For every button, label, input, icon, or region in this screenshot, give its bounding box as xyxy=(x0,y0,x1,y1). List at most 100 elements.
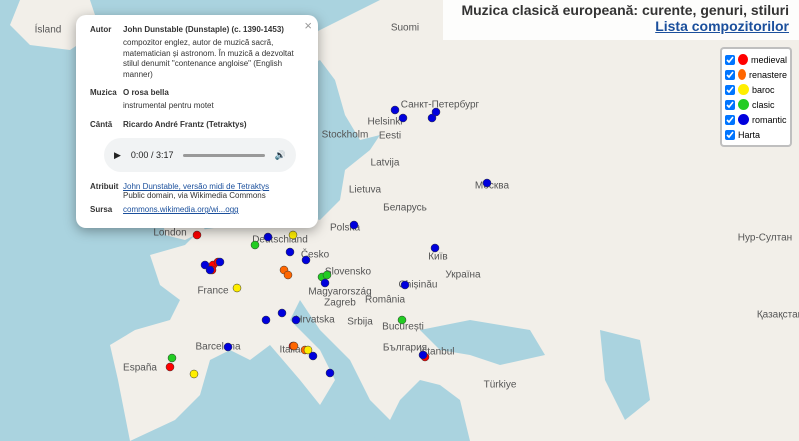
legend-label: medieval xyxy=(750,54,787,65)
place-label: Москва xyxy=(475,181,510,192)
place-label: Deutschland xyxy=(252,235,308,246)
legend-checkbox[interactable] xyxy=(725,54,735,65)
legend-checkbox[interactable] xyxy=(725,69,735,80)
composer-marker[interactable] xyxy=(320,278,330,288)
composer-marker[interactable] xyxy=(167,353,177,363)
composer-marker[interactable] xyxy=(263,232,273,242)
place-label: Latvija xyxy=(371,158,400,169)
composer-marker[interactable] xyxy=(291,315,301,325)
composer-marker[interactable] xyxy=(301,255,311,265)
sea xyxy=(420,320,545,365)
composer-marker[interactable] xyxy=(283,270,293,280)
place-label: Україна xyxy=(445,270,481,281)
composer-marker[interactable] xyxy=(288,230,298,240)
composer-marker[interactable] xyxy=(325,368,335,378)
place-label: Zagreb xyxy=(324,298,356,309)
composer-marker[interactable] xyxy=(289,341,299,351)
title: Muzica clasică europeană: curente, genur… xyxy=(461,2,789,18)
legend-swatch xyxy=(738,84,749,95)
legend-item: clasic xyxy=(725,97,787,112)
place-label: Magyarország xyxy=(308,287,371,298)
place-label: București xyxy=(382,322,424,333)
row-value: commons.wikimedia.org/wi...ogg xyxy=(123,205,239,214)
legend-swatch xyxy=(738,69,746,80)
popup-row: Autor John Dunstable (Dunstaple) (c. 1390… xyxy=(90,25,308,83)
composer-marker[interactable] xyxy=(322,270,332,280)
composer-marker[interactable] xyxy=(303,345,313,355)
legend: medieval renastere baroc clasic romantic Hart… xyxy=(720,47,792,147)
composer-marker[interactable] xyxy=(205,265,215,275)
place-label: Hrvatska xyxy=(295,315,335,326)
legend-item: medieval xyxy=(725,52,787,67)
sea xyxy=(220,395,380,441)
mute-button[interactable]: 🔊 xyxy=(274,149,286,160)
place-label: Türkiye xyxy=(484,380,517,391)
row-text: John Dunstable (Dunstaple) (c. 1390-1453… xyxy=(123,25,284,34)
composer-marker[interactable] xyxy=(192,230,202,240)
composer-marker[interactable] xyxy=(400,280,410,290)
row-link[interactable]: John Dunstable, versão midi de Tetraktys xyxy=(123,182,270,192)
composer-marker[interactable] xyxy=(165,362,175,372)
close-button[interactable]: × xyxy=(304,18,312,33)
composer-marker[interactable] xyxy=(308,351,318,361)
audio-time: 0:00 / 3:17 xyxy=(130,150,174,161)
composer-marker[interactable] xyxy=(349,220,359,230)
composer-marker[interactable] xyxy=(277,308,287,318)
composer-marker[interactable] xyxy=(285,247,295,257)
legend-checkbox[interactable] xyxy=(725,129,735,140)
composer-marker[interactable] xyxy=(418,350,428,360)
popup-row: Atribuit John Dunstable, versão midi de T… xyxy=(90,182,308,200)
legend-checkbox[interactable] xyxy=(725,114,735,125)
header: Muzica clasică europeană: curente, genur… xyxy=(443,0,799,40)
legend-item: baroc xyxy=(725,82,787,97)
legend-label: romantic xyxy=(752,114,787,125)
legend-label: clasic xyxy=(752,99,775,110)
progress-bar[interactable] xyxy=(183,153,265,157)
place-label: Lietuva xyxy=(349,185,382,196)
row-link[interactable]: commons.wikimedia.org/wi...ogg xyxy=(123,205,239,215)
audio-player: ▶ 0:00 / 3:17 🔊 xyxy=(104,138,296,173)
place-label: Barcelona xyxy=(195,342,240,353)
place-label: London xyxy=(153,228,186,239)
place-label: Srbija xyxy=(347,317,373,328)
composer-marker[interactable] xyxy=(431,107,441,117)
composer-marker[interactable] xyxy=(398,113,408,123)
composer-marker[interactable] xyxy=(390,105,400,115)
composer-marker[interactable] xyxy=(430,243,440,253)
place-label: Chișinău xyxy=(399,280,438,291)
place-label: Helsinki xyxy=(367,117,402,128)
legend-item: renastere xyxy=(725,67,787,82)
composer-marker[interactable] xyxy=(232,283,242,293)
composer-marker[interactable] xyxy=(397,315,407,325)
legend-checkbox[interactable] xyxy=(725,99,735,110)
composer-marker[interactable] xyxy=(482,178,492,188)
place-label: Eesti xyxy=(379,131,401,142)
row-text: Ricardo André Frantz (Tetraktys) xyxy=(123,119,247,129)
composer-marker[interactable] xyxy=(223,342,233,352)
place-label: Slovensko xyxy=(325,267,372,278)
sea xyxy=(600,330,650,420)
place-label: Қазақстан xyxy=(757,310,799,321)
composer-marker[interactable] xyxy=(250,240,260,250)
place-label: România xyxy=(365,295,405,306)
row-key: Cântă xyxy=(90,119,113,129)
place-label: Нур-Султан xyxy=(738,233,792,244)
popup: × Autor John Dunstable (Dunstaple) (c. 13… xyxy=(76,15,318,228)
row-value: O rosa bella instrumental pentru motet xyxy=(123,88,214,115)
place-label: Polska xyxy=(330,223,360,234)
place-label: Istanbul xyxy=(419,347,454,358)
composer-list-link[interactable]: Lista compozitorilor xyxy=(655,18,789,34)
place-label: България xyxy=(383,343,427,354)
row-value: John Dunstable (Dunstaple) (c. 1390-1453… xyxy=(123,25,308,83)
row-key: Autor xyxy=(90,25,112,34)
composer-marker[interactable] xyxy=(189,369,199,379)
legend-item: Harta xyxy=(725,127,787,142)
composer-marker[interactable] xyxy=(215,257,225,267)
play-button[interactable]: ▶ xyxy=(114,149,121,160)
composer-marker[interactable] xyxy=(261,315,271,325)
composer-marker[interactable] xyxy=(427,113,437,123)
place-label: Беларусь xyxy=(383,203,427,214)
legend-checkbox[interactable] xyxy=(725,84,735,95)
row-value: Ricardo André Frantz (Tetraktys) xyxy=(123,120,247,133)
